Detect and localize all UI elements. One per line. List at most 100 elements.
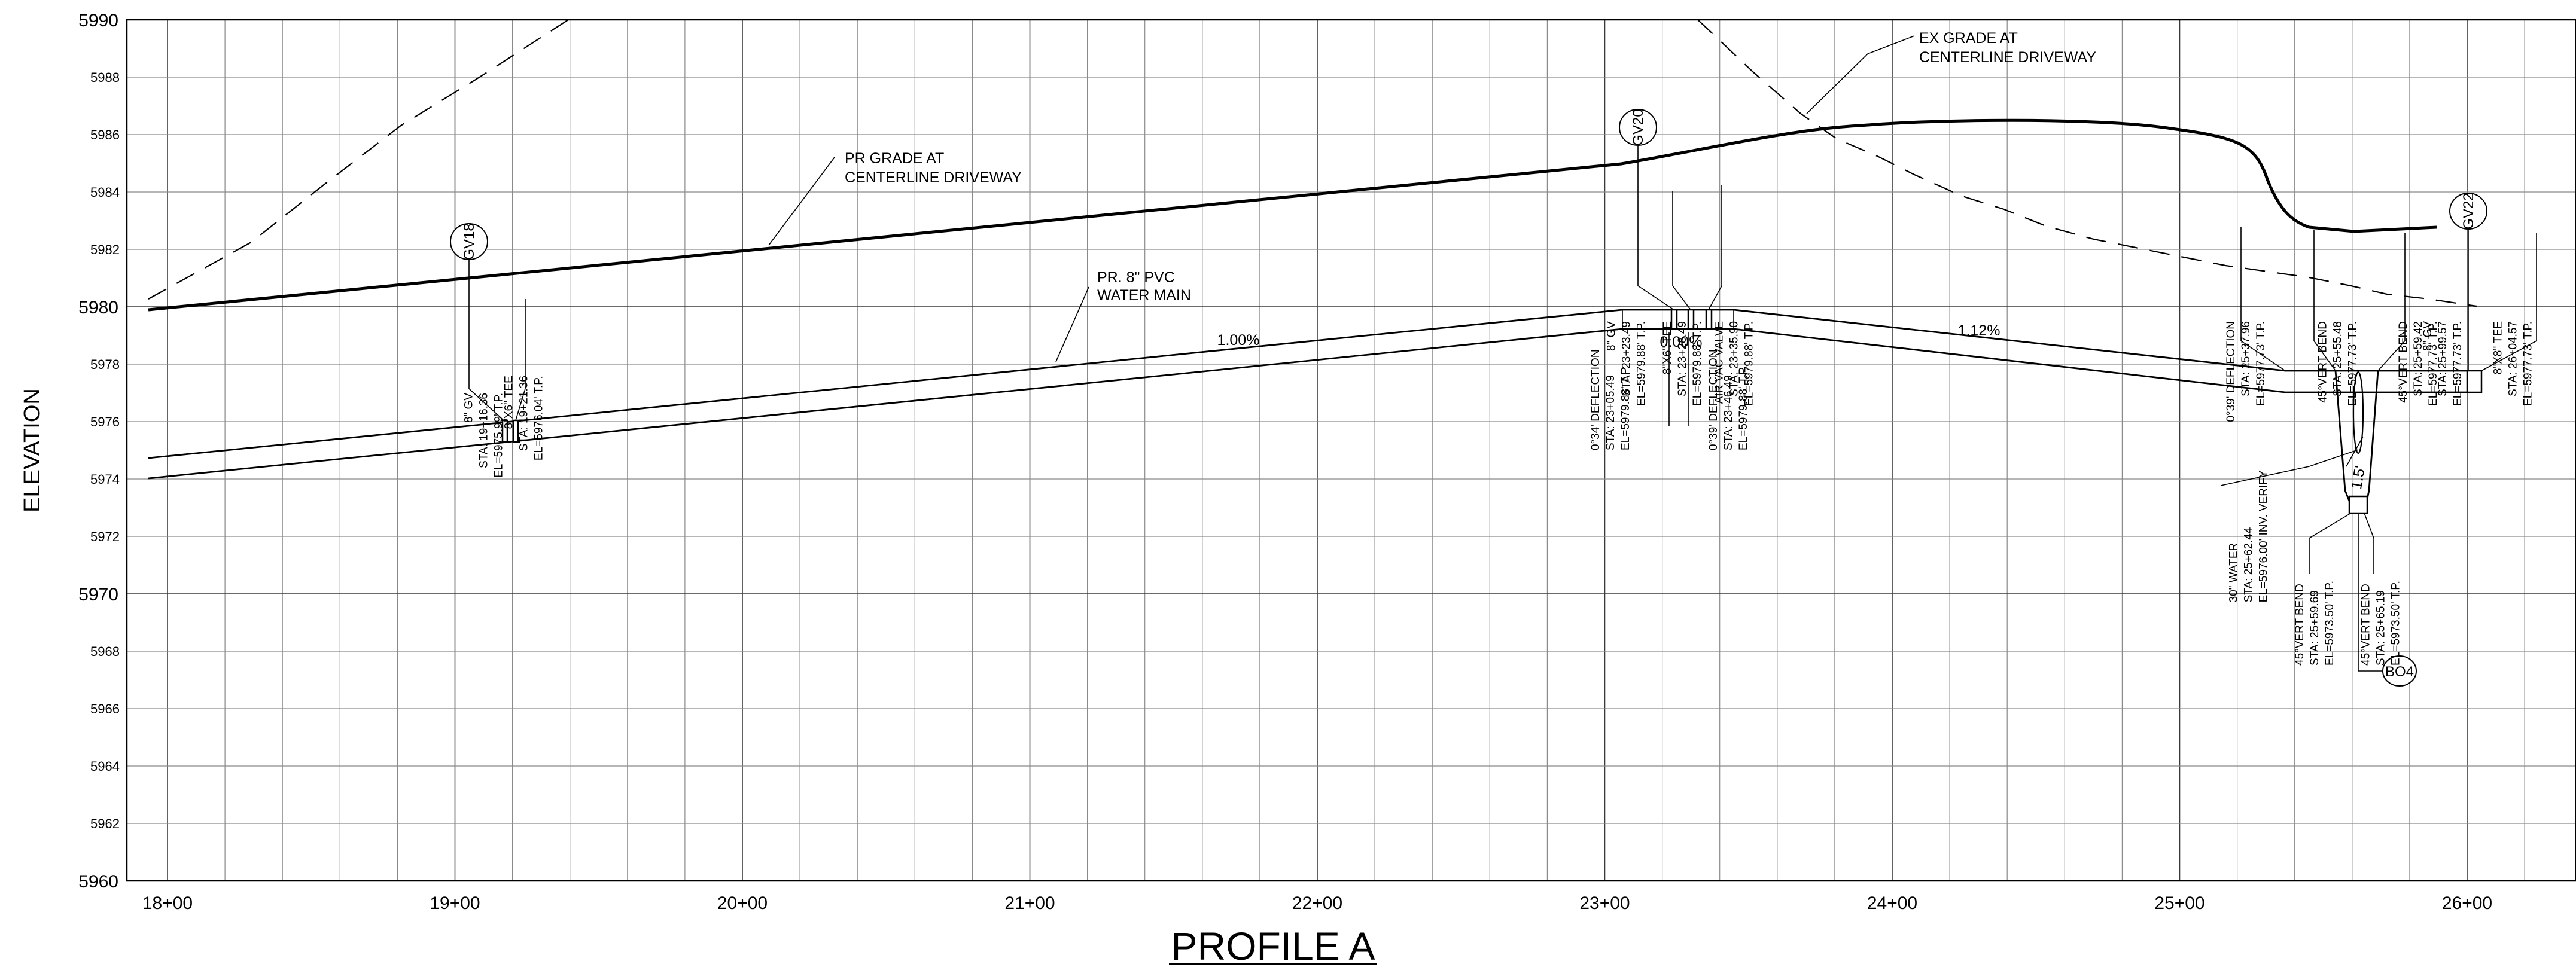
fitting-label: 8"X6" TEE STA: 19+21.36 EL=5976.04' T.P. (503, 376, 546, 460)
fitting-label: AIR VAC VALVE STA: 23+35.90 EL=5979.88' T.… (1713, 321, 1756, 406)
fitting-label-line: STA: 25+37.96 (2240, 321, 2252, 396)
elevation-tick-label: 5982 (90, 242, 120, 257)
fitting-label-line: STA: 19+21.36 (518, 376, 531, 451)
slope-label-3: 1.12% (1958, 322, 2000, 339)
fitting-label: 8" GV STA: 23+23.49 EL=5979.88' T.P. (1605, 321, 1648, 406)
fitting-station-labels: 8" GV STA: 19+16.36 EL=5975.99' T.P.8"X6" … (462, 321, 2534, 666)
fitting-label: 8"X8" TEE STA: 26+04.57 EL=5977.73' T.P. (2492, 321, 2535, 406)
elevation-tick-label: 5970 (78, 585, 118, 605)
fitting-label-line: EL=5977.73' T.P. (2347, 321, 2359, 406)
fitting-label-line: 8" GV (2422, 321, 2434, 351)
elevation-tick-label: 5986 (90, 127, 120, 142)
station-tick-label: 25+00 (2154, 893, 2204, 913)
fitting-label-line: 0°39' DEFLECTION (1707, 349, 1720, 450)
fitting-label-line: 45°VERT BEND (2294, 584, 2306, 666)
station-tick-label: 26+00 (2442, 893, 2492, 913)
fitting-label-line: 45°VERT BEND (2397, 321, 2410, 403)
fitting-label-line: 0°34' DEFLECTION (1590, 349, 1602, 450)
elevation-tick-label: 5960 (78, 872, 118, 892)
pr-grade-note-line1: PR GRADE AT (845, 150, 944, 167)
gv20-leader (1637, 144, 1674, 310)
fitting-label-line: STA: 23+23.49 (1620, 321, 1633, 396)
fitting-label: 8" GV STA: 25+99.57 EL=5977.73' T.P. (2422, 321, 2464, 406)
deflection-25-37-leader (2240, 227, 2286, 371)
elevation-tick-label: 5984 (90, 185, 120, 200)
elevation-tick-label: 5988 (90, 70, 120, 85)
fitting-label-line: 8" GV (1605, 321, 1618, 351)
bo4-leader (2358, 513, 2385, 672)
fitting-label-line: STA: 25+55.48 (2332, 321, 2344, 396)
fitting-label-line: 45°VERT BEND (2360, 584, 2373, 666)
tee-23-28-leader (1672, 191, 1691, 310)
vert-bend-25-65-leader (2364, 513, 2374, 574)
pr-grade-note: PR GRADE AT CENTERLINE DRIVEWAY (845, 150, 1022, 186)
elevation-tick-label: 5980 (78, 298, 118, 318)
fitting-label-line: EL=5973.50' T.P. (2390, 581, 2403, 666)
gv22-callout: GV22 (2449, 193, 2487, 230)
fitting-label-line: STA: 19+16.36 (477, 393, 490, 468)
fitting-label-line: 0°39' DEFLECTION (2225, 321, 2237, 422)
fitting-label-line: 8"X6" TEE (1661, 321, 1674, 374)
fitting-label-line: EL=5977.73' T.P. (2427, 321, 2440, 406)
gv20-callout: GV20 (1619, 109, 1657, 146)
fitting-label-line: EL=5973.50' T.P. (2324, 581, 2336, 666)
fitting-label-line: EL=5977.73' T.P. (2452, 321, 2464, 406)
tee-26-04-fitting (2466, 370, 2483, 393)
pr-grade-leader (768, 157, 835, 246)
water-main-note: PR. 8" PVC WATER MAIN (1097, 269, 1191, 304)
fitting-label-line: 30" WATER (2228, 543, 2240, 603)
vert-bend-25-59-69-leader (2309, 513, 2352, 574)
fitting-label: 8" GV STA: 19+16.36 EL=5975.99' T.P. (462, 393, 505, 478)
slope-label-1: 1.00% (1217, 332, 1260, 349)
tee-23-28-fitting (1687, 309, 1695, 330)
fitting-label-line: STA: 23+46.49 (1722, 375, 1735, 450)
vert-bend-25-59-leader (2377, 233, 2406, 371)
station-tick-label: 24+00 (1867, 893, 1917, 913)
bend-fitting-bottom (2348, 495, 2368, 514)
elevation-tick-label: 5974 (90, 472, 120, 487)
gv18-valve-fitting (501, 419, 508, 443)
tee-19-21-leader (515, 299, 526, 421)
station-tick-label: 23+00 (1579, 893, 1630, 913)
fitting-label-line: STA: 23+28.49 (1676, 321, 1689, 396)
gv22-callout-text: GV22 (2461, 193, 2477, 229)
fitting-label-line: STA: 25+65.19 (2375, 590, 2388, 666)
fitting-label-line: STA: 25+99.57 (2437, 321, 2449, 396)
fitting-label: 8"X6" TEE STA: 23+28.49 EL=5979.88' T.P. (1661, 321, 1704, 406)
profile-frame (126, 19, 2576, 882)
fitting-label: 30" WATER STA: 25+62.44 EL=5976.00' INV. V… (2228, 470, 2270, 602)
elevation-axis-labels: 5990 5988 5986 5984 5982 5980 5978 5976 5974 5972… (78, 11, 120, 892)
drop-dimension-leader (2346, 436, 2364, 467)
fitting-label-line: 8" GV (462, 393, 475, 423)
fitting-label: 45°VERT BEND STA: 25+65.19 EL=5973.50' T.P… (2360, 581, 2403, 666)
elevation-tick-label: 5966 (90, 701, 120, 716)
30in-water-leader (2220, 449, 2359, 486)
existing-grade-line-left (148, 19, 569, 300)
fitting-label-line: EL=5979.88' T.P. (1743, 321, 1756, 406)
air-vac-fitting (1705, 309, 1713, 330)
fitting-label: 0°34' DEFLECTION STA: 23+05.49 EL=5979.88'… (1590, 349, 1632, 450)
elevation-tick-label: 5976 (90, 414, 120, 429)
fitting-label-line: EL=5977.73' T.P. (2255, 321, 2267, 406)
fitting-label: 0°39' DEFLECTION STA: 25+37.96 EL=5977.73'… (2225, 321, 2267, 422)
fitting-label-line: EL=5977.73' T.P. (2522, 321, 2535, 406)
station-tick-label: 22+00 (1292, 893, 1342, 913)
drop-dimension-label: 1.5' (2348, 465, 2368, 491)
fitting-label-line: STA: 23+35.90 (1728, 321, 1741, 396)
fitting-label-line: EL=5976.00' INV. VERIFY (2258, 470, 2270, 602)
gv18-callout: GV18 (450, 223, 488, 260)
air-vac-leader (1708, 185, 1722, 310)
fitting-label: 0°39' DEFLECTION STA: 23+46.49 EL=5979.88'… (1707, 349, 1750, 450)
gv18-callout-text: GV18 (461, 223, 477, 260)
fitting-label-line: STA: 23+05.49 (1604, 375, 1617, 450)
station-tick-label: 18+00 (142, 893, 193, 913)
fitting-label: 45°VERT BEND STA: 25+59.42 EL=5977.73' T.P… (2397, 321, 2440, 406)
bo4-callout: BO4 (2382, 655, 2417, 687)
water-main-note-line1: PR. 8" PVC (1097, 269, 1175, 286)
fitting-label-line: 45°VERT BEND (2317, 321, 2330, 403)
existing-grade-line-right (1697, 19, 2477, 307)
existing-30in-water-pipe (2352, 371, 2364, 454)
ex-grade-note: EX GRADE AT CENTERLINE DRIVEWAY (1919, 30, 2096, 66)
tee-26-04-leader (2481, 233, 2537, 371)
